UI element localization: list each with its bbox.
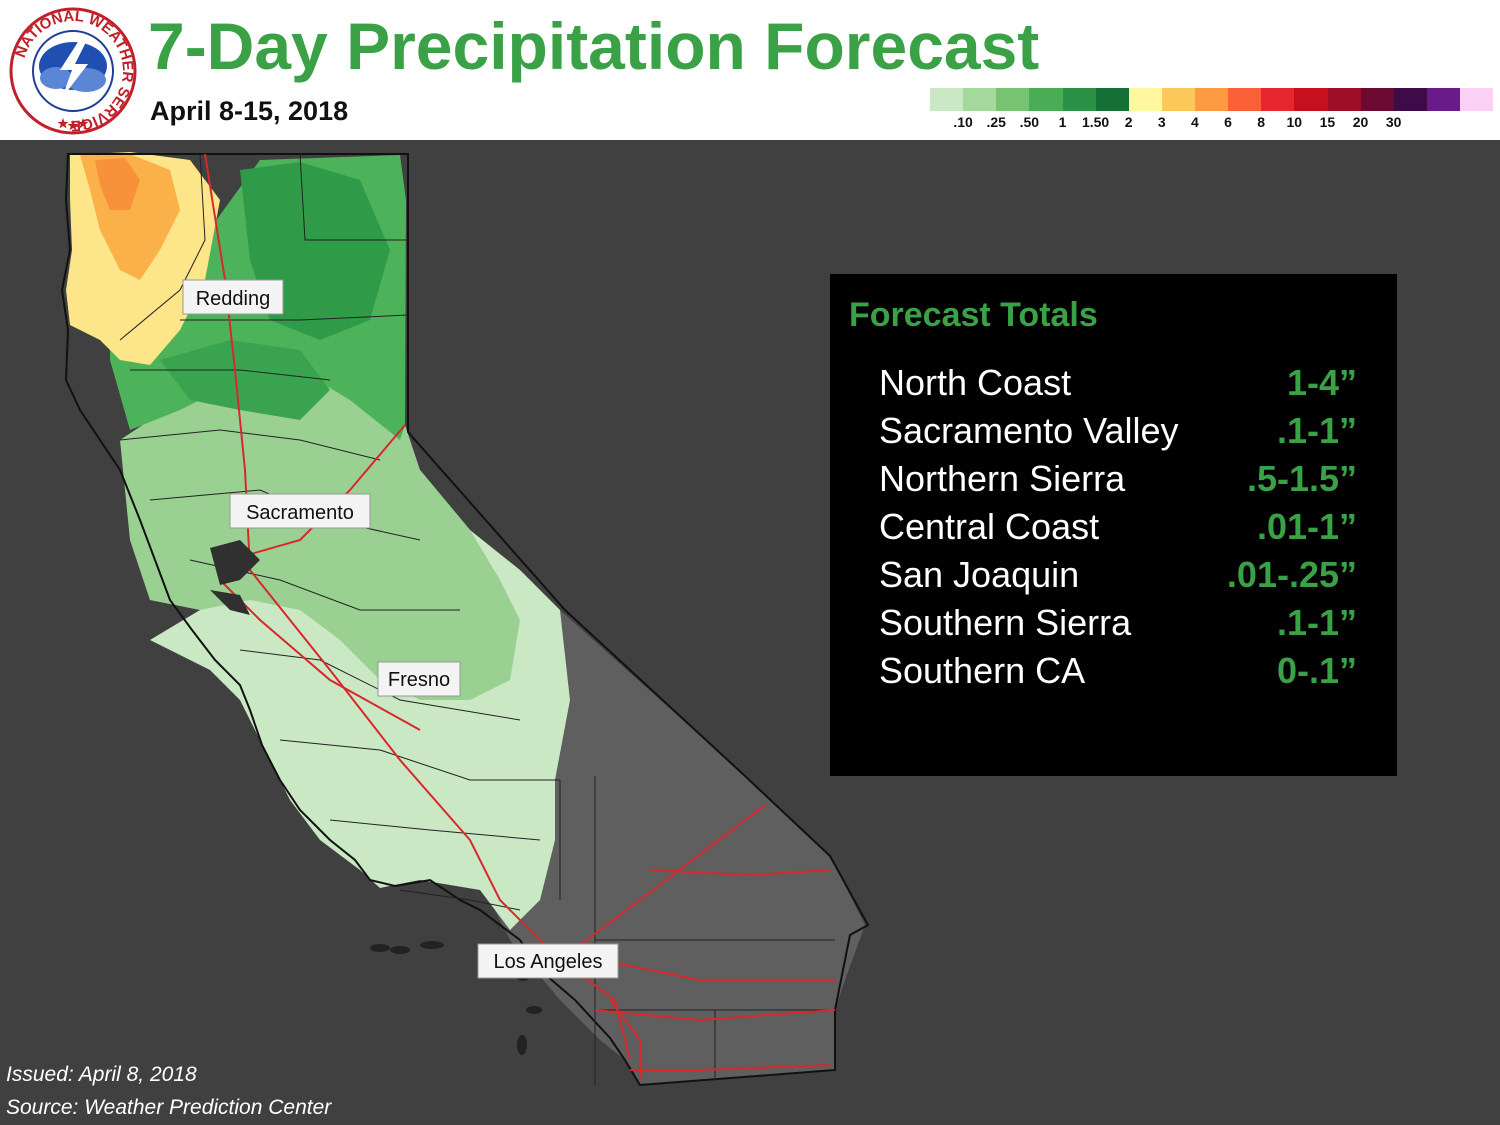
city-name: Fresno: [388, 669, 450, 691]
region-total: .1-1”: [1276, 602, 1357, 643]
channel-islands: [370, 941, 542, 1055]
region-name: North Coast: [879, 362, 1072, 403]
city-label-los-angeles: Los Angeles: [477, 943, 619, 979]
totals-row: Sacramento Valley .1-1”: [879, 410, 1357, 458]
legend-swatch: [1294, 88, 1328, 111]
legend-tick-label: .25: [986, 114, 1006, 130]
legend-swatch: [1228, 88, 1262, 111]
city-name: Los Angeles: [494, 951, 603, 973]
totals-row: Southern CA 0-.1”: [879, 650, 1357, 698]
header-banner: NATIONAL WEATHER SERVICE 7-Day Precipita…: [0, 0, 1500, 140]
region-total: .01-1”: [1256, 506, 1357, 547]
forecast-totals-panel: Forecast Totals North Coast 1-4” Sacrame…: [830, 274, 1397, 776]
city-label-sacramento: Sacramento: [229, 493, 371, 529]
county-lines: [119, 153, 835, 1085]
region-name: San Joaquin: [879, 554, 1080, 595]
legend-tick-label: 1.50: [1081, 114, 1110, 130]
region-name: Northern Sierra: [879, 458, 1126, 499]
totals-row: Central Coast .01-1”: [879, 506, 1357, 554]
legend-tick-label: 10: [1286, 114, 1303, 130]
california-map: Redding Sacramento Fresno Los Angeles: [60, 152, 870, 1087]
region-total: .5-1.5”: [1246, 458, 1357, 499]
darker-green-patch: [160, 340, 330, 420]
legend-tick-label: 30: [1385, 114, 1402, 130]
footer-credits: Issued: April 8, 2018 Source: Weather Pr…: [6, 1058, 331, 1124]
deep-orange-patch: [95, 158, 140, 210]
legend-tick-label: 1: [1058, 114, 1067, 130]
totals-row: San Joaquin .01-.25”: [879, 554, 1357, 602]
city-label-fresno: Fresno: [377, 661, 461, 697]
totals-row: Northern Sierra .5-1.5”: [879, 458, 1357, 506]
legend-tick-label: 4: [1191, 114, 1199, 130]
legend-swatch: [1393, 88, 1427, 111]
california-outline: [60, 153, 870, 1087]
legend-tick-label: 6: [1224, 114, 1232, 130]
forecast-totals-title: Forecast Totals: [849, 296, 1098, 334]
city-name: Redding: [196, 288, 271, 310]
legend-swatch: [1360, 88, 1394, 111]
totals-row: North Coast 1-4”: [879, 362, 1357, 410]
region-name: Southern CA: [879, 650, 1086, 691]
legend-swatch: [996, 88, 1030, 111]
legend-tick-label: 8: [1257, 114, 1266, 130]
city-name: Sacramento: [246, 502, 354, 524]
region-name: Central Coast: [879, 506, 1100, 547]
legend-swatch: [930, 88, 964, 111]
region-name: Southern Sierra: [879, 602, 1132, 643]
legend-tick-label: .10: [953, 114, 973, 130]
region-name: Sacramento Valley: [879, 410, 1179, 451]
region-total: 1-4”: [1286, 362, 1357, 403]
bay-water: [210, 540, 260, 615]
legend-swatch: [1195, 88, 1229, 111]
issued-date: Issued: April 8, 2018: [6, 1063, 197, 1086]
legend-swatch: [963, 88, 997, 111]
legend-tick-label: 2: [1124, 114, 1133, 130]
region-total: .01-.25”: [1226, 554, 1357, 595]
legend-swatch: [1460, 88, 1494, 111]
totals-row: Southern Sierra .1-1”: [879, 602, 1357, 650]
legend-color-bar: [930, 88, 1494, 111]
data-source: Source: Weather Prediction Center: [6, 1096, 332, 1119]
page-title: 7-Day Precipitation Forecast: [148, 9, 1040, 83]
page-subtitle: April 8-15, 2018: [150, 96, 349, 126]
legend-swatch: [1426, 88, 1460, 111]
legend-tick-label: 20: [1352, 114, 1369, 130]
legend-swatch: [1029, 88, 1063, 111]
legend-tick-label: 3: [1157, 114, 1166, 130]
nws-logo: NATIONAL WEATHER SERVICE: [9, 7, 137, 135]
legend-swatch: [1095, 88, 1129, 111]
legend-swatch: [1261, 88, 1295, 111]
legend-swatch: [1161, 88, 1195, 111]
legend-tick-label: .50: [1019, 114, 1040, 130]
precip-legend: .10 .25 .50 1 1.50 2 3 4 6 8 10 15 20 30: [930, 88, 1494, 134]
region-total: 0-.1”: [1276, 650, 1357, 691]
legend-swatch: [1327, 88, 1361, 111]
legend-swatch: [1128, 88, 1162, 111]
legend-swatch: [1062, 88, 1096, 111]
city-label-redding: Redding: [182, 279, 284, 315]
medium-green-region: [120, 360, 520, 700]
region-total: .1-1”: [1276, 410, 1357, 451]
legend-ticks: .10 .25 .50 1 1.50 2 3 4 6 8 10 15 20 30: [930, 111, 1493, 131]
legend-tick-label: 15: [1319, 114, 1336, 130]
